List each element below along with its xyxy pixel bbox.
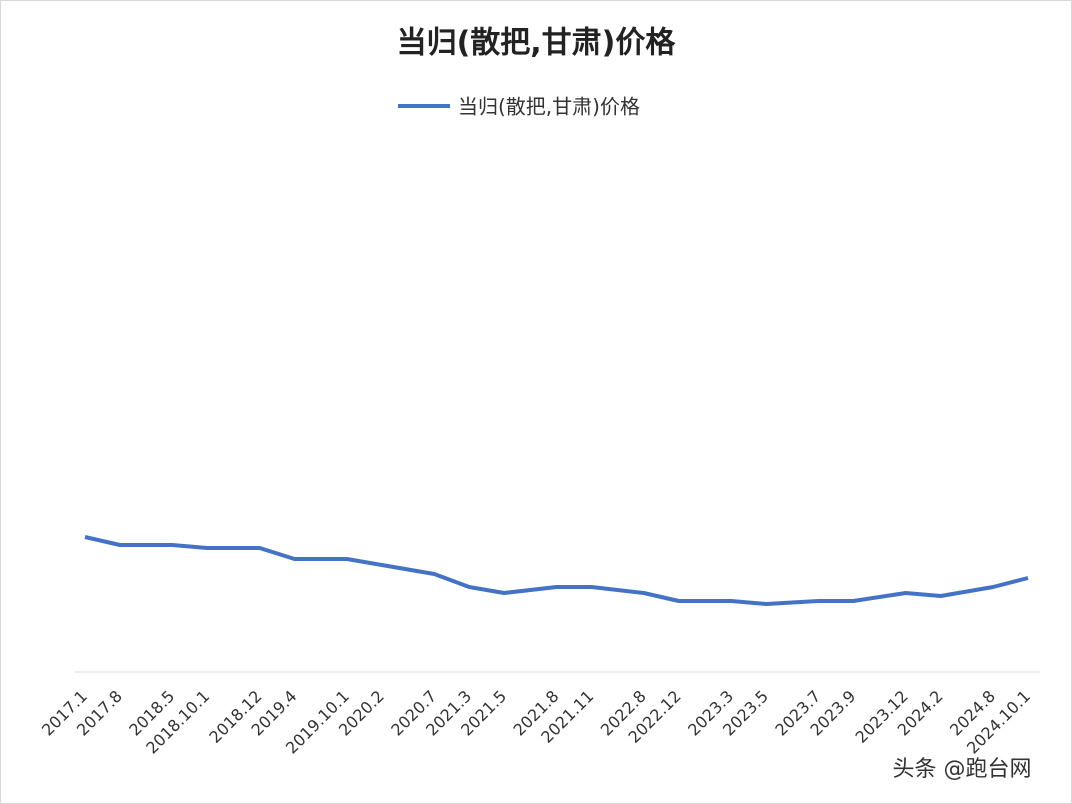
data-line (84, 535, 1029, 606)
legend-label: 当归(散把,甘肃)价格 (458, 95, 640, 119)
chart-title: 当归(散把,甘肃)价格 (397, 26, 677, 61)
watermark: 头条 @跑台网 (893, 757, 1032, 782)
